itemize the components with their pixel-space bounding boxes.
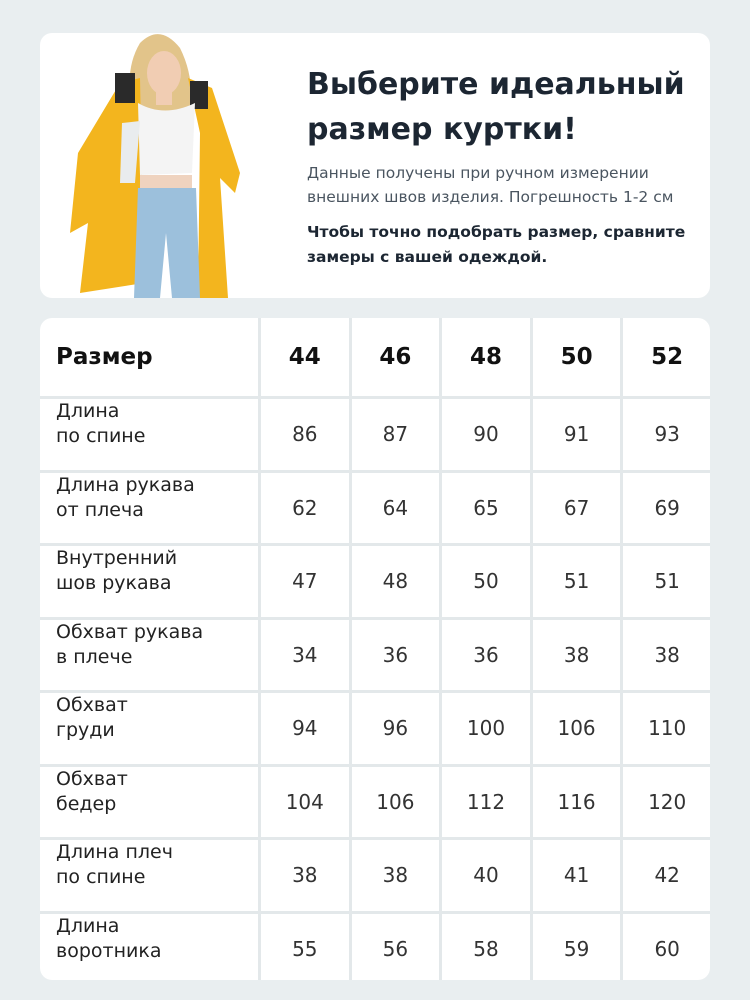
- row-label-line: по спине: [56, 425, 146, 447]
- column-header: 52: [623, 318, 710, 396]
- subtitle: Данные получены при ручном измерении: [307, 164, 649, 182]
- table-cell: 48: [351, 546, 440, 617]
- title: Выберите идеальный: [307, 67, 685, 102]
- table-cell: 51: [532, 546, 621, 617]
- row-label-line: Длина: [56, 914, 120, 937]
- row-label-line: шов рукава: [56, 572, 172, 594]
- size-table: Размер 44 46 48 50 52 Длина по спине 86 87 90 91 93 Д…: [40, 318, 710, 980]
- row-label-line: Длина рукава: [56, 473, 195, 496]
- table-cell: 86: [261, 399, 349, 470]
- row-label: Длина плеч по спине: [40, 840, 258, 911]
- column-header: 50: [532, 318, 621, 396]
- table-cell: 112: [442, 766, 530, 837]
- note: замеры с вашей одеждой.: [307, 248, 548, 266]
- table-cell: 64: [351, 472, 440, 543]
- row-label: Длина воротника: [40, 913, 258, 980]
- row-label-line: бедер: [56, 792, 117, 815]
- table-cell: 93: [623, 399, 710, 470]
- row-label-line: Обхват: [56, 694, 128, 716]
- table-cell: 87: [351, 399, 440, 470]
- table-cell: 41: [532, 840, 621, 911]
- table-cell: 60: [623, 913, 710, 980]
- table-cell: 69: [623, 472, 710, 543]
- table-cell: 40: [442, 840, 530, 911]
- row-label: Внутренний шов рукава: [40, 546, 258, 617]
- table-cell: 106: [351, 766, 440, 837]
- table-cell: 34: [261, 619, 349, 690]
- row-label-line: по спине: [56, 866, 146, 888]
- row-label: Длина рукава от плеча: [40, 472, 258, 543]
- table-cell: 110: [623, 693, 710, 764]
- row-label-line: груди: [56, 719, 115, 741]
- table-cell: 38: [351, 840, 440, 911]
- table-cell: 36: [442, 619, 530, 690]
- row-label: Обхват груди: [40, 693, 258, 764]
- title: размер куртки!: [307, 112, 577, 147]
- table-cell: 51: [623, 546, 710, 617]
- row-label-line: от плеча: [56, 498, 144, 521]
- table-cell: 56: [351, 913, 440, 980]
- table-cell: 36: [351, 619, 440, 690]
- table-cell: 47: [261, 546, 349, 617]
- table-cell: 50: [442, 546, 530, 617]
- table-cell: 116: [532, 766, 621, 837]
- row-label-line: Обхват: [56, 767, 128, 790]
- table-cell: 55: [261, 913, 349, 980]
- column-header: 48: [442, 318, 530, 396]
- subtitle: внешних швов изделия. Погрешность 1-2 см: [307, 188, 674, 206]
- table-cell: 38: [261, 840, 349, 911]
- table-cell: 59: [532, 913, 621, 980]
- row-label-line: Длина: [56, 400, 120, 422]
- column-header: 44: [261, 318, 349, 396]
- model-photo: [70, 34, 240, 298]
- table-cell: 38: [623, 619, 710, 690]
- row-label-line: Обхват рукава: [56, 620, 204, 643]
- table-cell: 58: [442, 913, 530, 980]
- table-cell: 90: [442, 399, 530, 470]
- table-cell: 42: [623, 840, 710, 911]
- table-cell: 104: [261, 766, 349, 837]
- table-cell: 100: [442, 693, 530, 764]
- table-cell: 62: [261, 472, 349, 543]
- table-cell: 120: [623, 766, 710, 837]
- row-label-line: в плече: [56, 645, 133, 668]
- table-cell: 38: [532, 619, 621, 690]
- row-label: Обхват бедер: [40, 766, 258, 837]
- column-header: Размер: [40, 318, 258, 396]
- table-cell: 94: [261, 693, 349, 764]
- column-header: 46: [351, 318, 440, 396]
- row-label: Длина по спине: [40, 399, 258, 470]
- intro-card: Выберите идеальный размер куртки! Данные…: [40, 33, 710, 298]
- row-label: Обхват рукава в плече: [40, 619, 258, 690]
- table-cell: 96: [351, 693, 440, 764]
- table-cell: 106: [532, 693, 621, 764]
- row-label-line: воротника: [56, 939, 162, 962]
- table-cell: 65: [442, 472, 530, 543]
- table-cell: 67: [532, 472, 621, 543]
- note: Чтобы точно подобрать размер, сравните: [307, 223, 686, 241]
- table-cell: 91: [532, 399, 621, 470]
- row-label-line: Внутренний: [56, 547, 178, 569]
- row-label-line: Длина плеч: [56, 841, 173, 863]
